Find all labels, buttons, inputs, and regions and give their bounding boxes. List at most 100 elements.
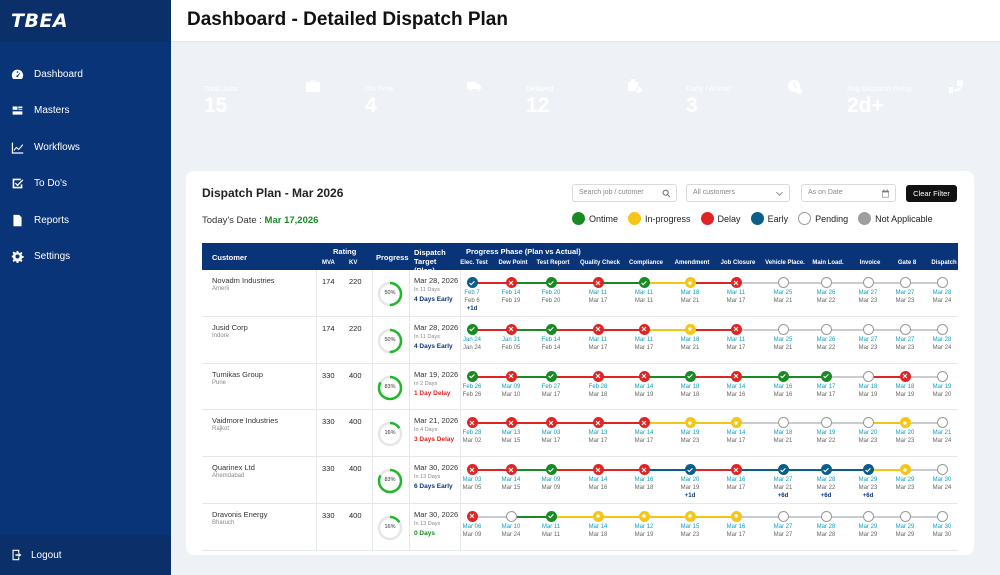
phase-status-inprog-icon[interactable] — [684, 277, 696, 288]
phase-status-ontime-icon[interactable] — [545, 464, 557, 476]
phase-status-pending-icon[interactable] — [777, 323, 789, 335]
customer-name[interactable]: Quarinex Ltd — [212, 463, 255, 473]
phase-status-inprog-icon[interactable] — [730, 510, 742, 522]
phase-status-delay-icon[interactable] — [730, 323, 742, 335]
col-dispatch-target[interactable]: Dispatch Target (Plan) — [414, 248, 446, 275]
clear-filter-button[interactable]: Clear Filter — [906, 185, 957, 202]
phase-status-ontime-icon[interactable] — [545, 510, 557, 522]
phase-status-pending-icon[interactable] — [820, 323, 832, 335]
table-row[interactable]: Novadm Industries Amerli 174 220 50% Mar… — [202, 270, 958, 317]
kpi-card-on-time[interactable]: On Time 4 — [347, 68, 492, 146]
phase-status-delay-icon[interactable] — [505, 370, 517, 382]
table-row[interactable]: Dravonis Energy Bharuch 330 400 16% Mar … — [202, 503, 958, 551]
sidebar-item-masters[interactable]: Masters — [0, 93, 171, 130]
phase-status-early-icon[interactable] — [820, 464, 832, 476]
col-mva[interactable]: MVA — [322, 260, 335, 266]
phase-status-delay-icon[interactable] — [505, 417, 517, 429]
phase-status-delay-icon[interactable] — [505, 323, 517, 335]
phase-status-pending-icon[interactable] — [899, 510, 911, 522]
phase-status-ontime-icon[interactable] — [638, 277, 650, 288]
phase-status-inprog-icon[interactable] — [684, 510, 696, 522]
phase-status-delay-icon[interactable] — [638, 323, 650, 335]
phase-status-inprog-icon[interactable] — [899, 417, 911, 429]
phase-status-delay-icon[interactable] — [638, 370, 650, 382]
table-row[interactable]: Tumikas Group Pune 330 400 83% Mar 19, 2… — [202, 363, 958, 411]
customer-select[interactable]: All customers — [686, 184, 790, 202]
as-on-date-input[interactable]: As on Date — [801, 184, 896, 202]
phase-status-inprog-icon[interactable] — [592, 510, 604, 522]
phase-status-early-icon[interactable] — [466, 277, 478, 288]
phase-status-inprog-icon[interactable] — [684, 323, 696, 335]
phase-status-pending-icon[interactable] — [936, 464, 948, 476]
phase-status-inprog-icon[interactable] — [638, 510, 650, 522]
table-row[interactable]: Vaidmore Industries Rajkot 330 400 16% M… — [202, 410, 958, 458]
phase-status-delay-icon[interactable] — [592, 277, 604, 288]
logout-button[interactable]: Logout — [0, 535, 171, 575]
phase-status-early-icon[interactable] — [684, 464, 696, 476]
phase-status-inprog-icon[interactable] — [684, 417, 696, 429]
phase-status-delay-icon[interactable] — [899, 370, 911, 382]
sidebar-item-reports[interactable]: Reports — [0, 202, 171, 239]
phase-status-pending-icon[interactable] — [777, 277, 789, 288]
customer-name[interactable]: Dravonis Energy — [212, 509, 268, 519]
phase-status-delay-icon[interactable] — [505, 464, 517, 476]
phase-status-ontime-icon[interactable] — [684, 370, 696, 382]
phase-status-ontime-icon[interactable] — [466, 323, 478, 335]
customer-name[interactable]: Vaidmore Industries — [212, 416, 279, 426]
sidebar-item-dashboard[interactable]: Dashboard — [0, 56, 171, 93]
phase-status-pending-icon[interactable] — [862, 417, 874, 429]
col-progress[interactable]: Progress — [376, 253, 409, 262]
phase-status-ontime-icon[interactable] — [545, 277, 557, 288]
phase-status-delay-icon[interactable] — [592, 323, 604, 335]
phase-status-delay-icon[interactable] — [466, 464, 478, 476]
phase-status-pending-icon[interactable] — [820, 277, 832, 288]
kpi-card-total-jobs[interactable]: Total Jobs 15 — [186, 68, 331, 146]
phase-status-ontime-icon[interactable] — [466, 370, 478, 382]
phase-status-pending-icon[interactable] — [820, 417, 832, 429]
phase-status-delay-icon[interactable] — [592, 370, 604, 382]
phase-status-delay-icon[interactable] — [466, 417, 478, 429]
kpi-card-avg-dispatch-delay[interactable]: Avg Dispatch Delay 2d+ — [829, 68, 974, 146]
kpi-card-delayed[interactable]: Delayed 12 — [508, 68, 653, 146]
brand-logo[interactable]: TBEA — [0, 0, 171, 42]
table-row[interactable]: Jusid Corp Indore 174 220 50% Mar 28, 20… — [202, 316, 958, 364]
phase-status-delay-icon[interactable] — [592, 464, 604, 476]
phase-status-pending-icon[interactable] — [936, 277, 948, 288]
sidebar-item-todos[interactable]: To Do's — [0, 166, 171, 203]
col-kv[interactable]: KV — [349, 260, 358, 266]
phase-status-pending-icon[interactable] — [936, 510, 948, 522]
sidebar-item-workflows[interactable]: Workflows — [0, 129, 171, 166]
phase-status-pending-icon[interactable] — [820, 510, 832, 522]
phase-status-pending-icon[interactable] — [899, 277, 911, 288]
phase-status-inprog-icon[interactable] — [899, 464, 911, 476]
phase-status-pending-icon[interactable] — [777, 510, 789, 522]
phase-status-delay-icon[interactable] — [730, 464, 742, 476]
phase-status-pending-icon[interactable] — [936, 370, 948, 382]
phase-status-pending-icon[interactable] — [936, 323, 948, 335]
search-input[interactable]: Search job / cutomer — [572, 184, 677, 202]
phase-status-delay-icon[interactable] — [592, 417, 604, 429]
customer-name[interactable]: Jusid Corp — [212, 322, 248, 332]
phase-status-pending-icon[interactable] — [505, 510, 517, 522]
table-row[interactable]: Quarinex Ltd Ahemdabad 330 400 83% Mar 3… — [202, 457, 958, 504]
sidebar-item-settings[interactable]: Settings — [0, 239, 171, 276]
kpi-card-early-ahead[interactable]: Early / Ahead 3 — [668, 68, 813, 146]
phase-status-delay-icon[interactable] — [730, 277, 742, 288]
phase-status-delay-icon[interactable] — [730, 370, 742, 382]
phase-status-inprog-icon[interactable] — [730, 417, 742, 429]
phase-status-ontime-icon[interactable] — [545, 323, 557, 335]
col-customer[interactable]: Customer — [212, 253, 248, 262]
phase-status-delay-icon[interactable] — [638, 417, 650, 429]
phase-status-ontime-icon[interactable] — [777, 370, 789, 382]
phase-status-early-icon[interactable] — [777, 464, 789, 476]
phase-status-ontime-icon[interactable] — [820, 370, 832, 382]
customer-name[interactable]: Novadm Industries — [212, 276, 275, 285]
phase-status-delay-icon[interactable] — [505, 277, 517, 288]
customer-name[interactable]: Tumikas Group — [212, 369, 263, 379]
phase-status-pending-icon[interactable] — [777, 417, 789, 429]
phase-status-delay-icon[interactable] — [638, 464, 650, 476]
phase-status-pending-icon[interactable] — [862, 510, 874, 522]
phase-status-pending-icon[interactable] — [862, 277, 874, 288]
phase-status-pending-icon[interactable] — [862, 370, 874, 382]
phase-status-pending-icon[interactable] — [862, 323, 874, 335]
